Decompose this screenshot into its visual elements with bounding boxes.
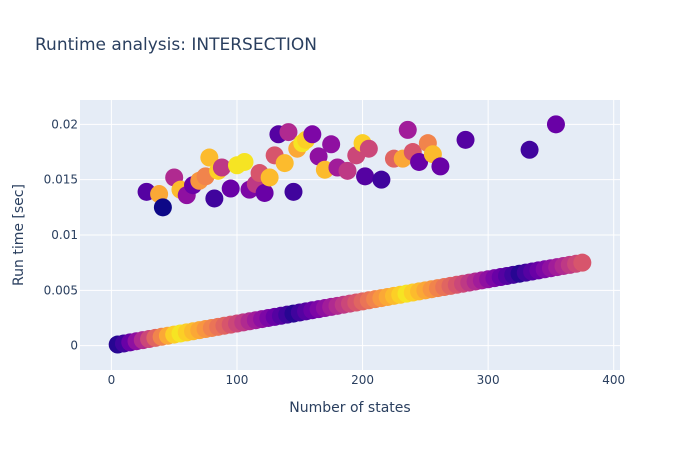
y-tick-label: 0.02 xyxy=(51,117,78,131)
scatter-point xyxy=(212,158,231,177)
scatter-point xyxy=(573,253,592,272)
scatter-point xyxy=(546,115,565,134)
scatter-point xyxy=(338,161,357,180)
scatter-point xyxy=(359,139,378,158)
scatter-point xyxy=(205,189,224,208)
x-axis-ticks: 0 100 200 300 400 xyxy=(108,373,626,387)
scatter-point xyxy=(260,168,279,187)
y-axis-ticks: 0 0.005 0.01 0.015 0.02 xyxy=(44,117,78,352)
chart-title: Runtime analysis: INTERSECTION xyxy=(35,35,317,55)
x-tick-label: 200 xyxy=(351,373,374,387)
scatter-point xyxy=(284,182,303,201)
y-tick-label: 0.005 xyxy=(44,283,78,297)
scatter-point xyxy=(153,198,172,217)
scatter-point xyxy=(431,157,450,176)
x-tick-label: 100 xyxy=(226,373,249,387)
scatter-point xyxy=(303,125,322,144)
data-points xyxy=(108,115,592,354)
y-tick-label: 0.01 xyxy=(51,228,78,242)
y-tick-label: 0 xyxy=(70,339,78,353)
scatter-point xyxy=(322,135,341,154)
scatter-point xyxy=(255,183,274,202)
x-axis-title: Number of states xyxy=(289,400,410,416)
y-tick-label: 0.015 xyxy=(44,173,78,187)
scatter-point xyxy=(520,140,539,159)
scatter-point xyxy=(410,152,429,171)
x-tick-label: 0 xyxy=(108,373,116,387)
x-tick-label: 400 xyxy=(602,373,625,387)
x-tick-label: 300 xyxy=(477,373,500,387)
scatter-point xyxy=(398,120,417,139)
scatter-point xyxy=(356,167,375,186)
scatter-point xyxy=(235,152,254,171)
scatter-point xyxy=(279,123,298,142)
scatter-point xyxy=(372,170,391,189)
scatter-point xyxy=(456,130,475,149)
y-axis-title: Run time [sec] xyxy=(11,184,27,286)
scatter-point xyxy=(275,154,294,173)
scatter-point xyxy=(200,148,219,167)
scatter-point xyxy=(221,179,240,198)
